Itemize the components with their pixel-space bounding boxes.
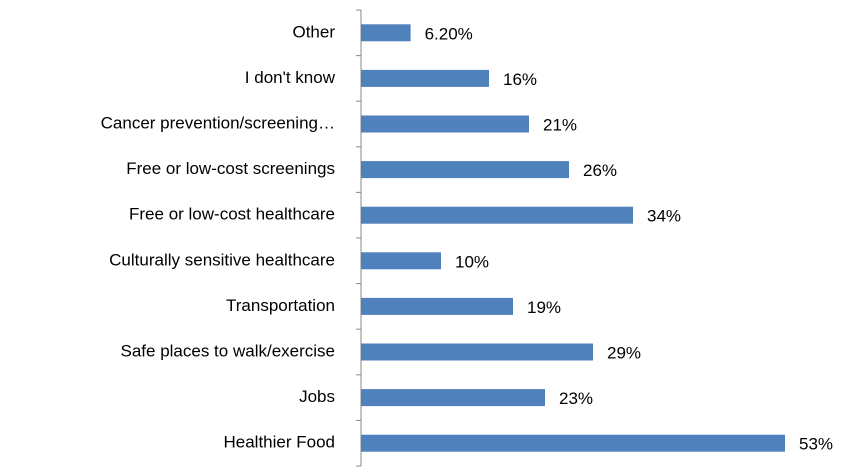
bar — [361, 69, 489, 87]
category-label: Free or low-cost healthcare — [129, 205, 335, 224]
value-label: 10% — [455, 252, 489, 271]
category-label: Culturally sensitive healthcare — [109, 250, 335, 269]
value-label: 16% — [503, 70, 537, 89]
value-label: 34% — [647, 207, 681, 226]
category-label: Transportation — [226, 296, 335, 315]
bar — [361, 343, 593, 361]
value-label: 29% — [607, 343, 641, 362]
bar — [361, 252, 441, 270]
category-label: I don't know — [245, 68, 336, 87]
value-label: 6.20% — [425, 24, 473, 43]
bar — [361, 24, 411, 42]
category-label: Other — [292, 22, 335, 41]
value-label: 23% — [559, 389, 593, 408]
bar — [361, 389, 545, 407]
category-label: Jobs — [299, 387, 335, 406]
category-label: Healthier Food — [223, 433, 335, 452]
value-label: 19% — [527, 298, 561, 317]
value-label: 53% — [799, 435, 833, 454]
category-label: Safe places to walk/exercise — [121, 341, 336, 360]
value-label: 26% — [583, 161, 617, 180]
bar — [361, 297, 513, 315]
bar — [361, 115, 529, 133]
bar — [361, 434, 785, 452]
category-label: Free or low-cost screenings — [126, 159, 335, 178]
bar — [361, 161, 569, 179]
category-label: Cancer prevention/screening… — [101, 113, 335, 132]
value-label: 21% — [543, 115, 577, 134]
bar — [361, 206, 633, 224]
